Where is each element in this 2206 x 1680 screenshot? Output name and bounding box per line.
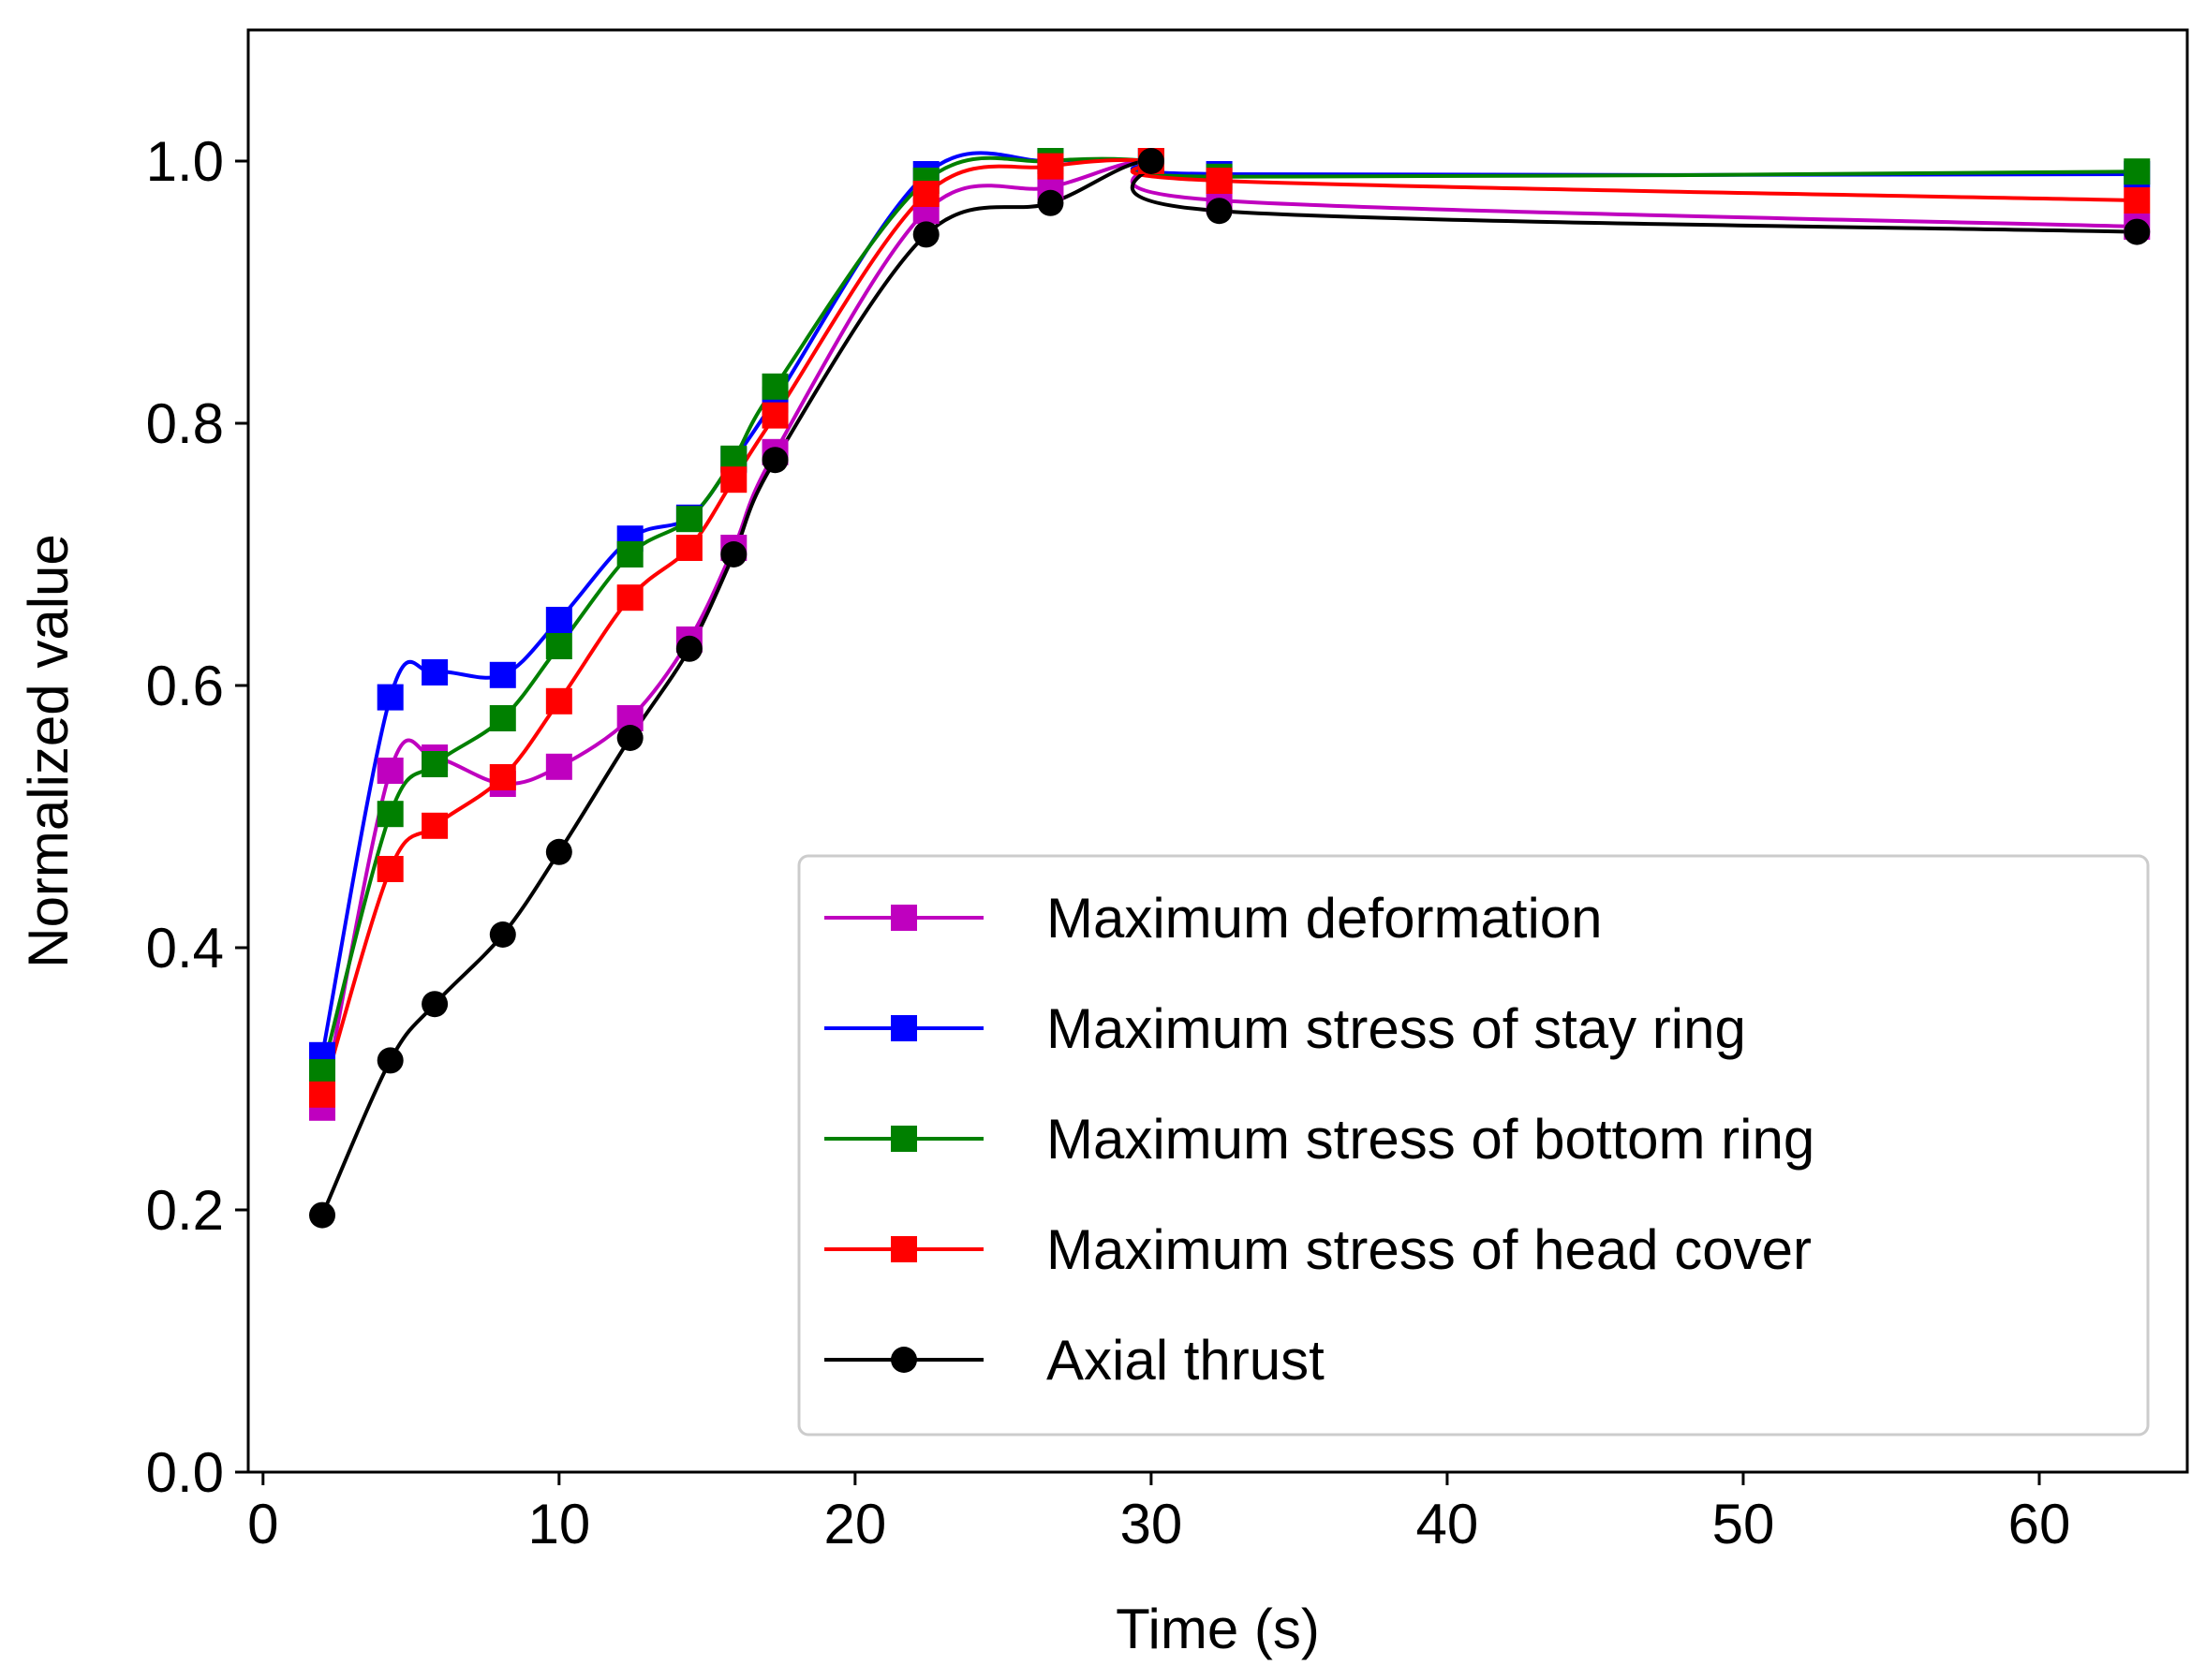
data-point — [309, 1059, 336, 1085]
data-point — [2124, 158, 2151, 185]
legend-marker — [891, 1347, 917, 1373]
x-tick-label: 10 — [527, 1493, 590, 1555]
data-point — [309, 1201, 336, 1229]
legend-entry: Maximum deformation — [824, 887, 1603, 950]
legend-marker — [891, 1236, 917, 1262]
legend-label: Maximum stress of head cover — [1046, 1218, 1812, 1281]
data-point — [616, 584, 644, 612]
data-point — [616, 541, 644, 567]
x-tick-label: 60 — [2008, 1493, 2071, 1555]
data-point — [489, 764, 516, 790]
legend-label: Axial thrust — [1046, 1329, 1325, 1392]
data-point — [422, 751, 449, 777]
data-point — [489, 661, 516, 688]
data-point — [675, 506, 703, 533]
data-point — [545, 687, 572, 715]
data-point — [1137, 148, 1164, 174]
y-axis-ticks: 0.0 0.2 0.4 0.6 0.8 1.0 — [146, 130, 248, 1504]
data-point — [545, 838, 572, 865]
x-tick-label: 0 — [247, 1493, 278, 1555]
data-point — [489, 705, 516, 731]
y-tick-label: 0.0 — [146, 1441, 224, 1504]
data-point — [489, 921, 516, 948]
data-point — [1206, 168, 1233, 194]
data-point — [377, 856, 404, 882]
data-point — [675, 635, 703, 662]
data-point — [675, 535, 703, 561]
legend-entry: Axial thrust — [824, 1329, 1325, 1392]
legend-entry: Maximum stress of stay ring — [824, 997, 1746, 1060]
x-axis-ticks: 0 10 20 30 40 50 60 — [247, 1472, 2070, 1555]
legend-marker — [891, 905, 917, 931]
data-point — [2124, 218, 2151, 245]
data-point — [377, 801, 404, 828]
legend-label: Maximum stress of stay ring — [1046, 997, 1746, 1060]
legend-entry: Maximum stress of head cover — [824, 1218, 1812, 1281]
data-point — [1037, 153, 1064, 180]
data-point — [377, 1047, 404, 1074]
x-tick-label: 20 — [823, 1493, 886, 1555]
x-tick-label: 40 — [1416, 1493, 1479, 1555]
data-point — [616, 725, 644, 751]
y-tick-label: 0.4 — [146, 917, 224, 980]
data-point — [545, 633, 572, 659]
data-point — [762, 447, 789, 474]
data-point — [309, 1081, 336, 1108]
data-point — [422, 991, 449, 1018]
y-axis-label: Normalized value — [17, 534, 80, 968]
y-tick-label: 1.0 — [146, 130, 224, 193]
data-point — [912, 181, 940, 207]
legend-label: Maximum deformation — [1046, 887, 1603, 950]
legend-marker — [891, 1015, 917, 1041]
data-point — [1206, 198, 1233, 225]
legend: Maximum deformation Maximum stress of sta… — [797, 854, 2150, 1437]
legend-frame — [797, 854, 2150, 1437]
x-tick-label: 30 — [1120, 1493, 1183, 1555]
data-point — [422, 659, 449, 685]
legend-label: Maximum stress of bottom ring — [1046, 1108, 1814, 1171]
plot-frame — [246, 28, 2189, 1474]
data-point — [545, 753, 572, 780]
y-tick-label: 0.2 — [146, 1179, 224, 1242]
data-point — [377, 684, 404, 711]
data-point — [762, 402, 789, 429]
data-point — [422, 812, 449, 839]
data-point — [1037, 189, 1064, 216]
y-tick-label: 0.8 — [146, 392, 224, 455]
data-point — [912, 221, 940, 248]
data-point — [377, 758, 404, 784]
series-markers — [309, 148, 2151, 1229]
data-point — [545, 607, 572, 633]
data-point — [720, 466, 748, 494]
x-axis-label: Time (s) — [1116, 1598, 1320, 1660]
legend-entry: Maximum stress of bottom ring — [824, 1108, 1814, 1171]
data-point — [2124, 187, 2151, 214]
y-tick-label: 0.6 — [146, 655, 224, 717]
data-point — [762, 373, 789, 400]
legend-marker — [891, 1126, 917, 1152]
x-tick-label: 50 — [1712, 1493, 1775, 1555]
data-point — [720, 541, 748, 567]
